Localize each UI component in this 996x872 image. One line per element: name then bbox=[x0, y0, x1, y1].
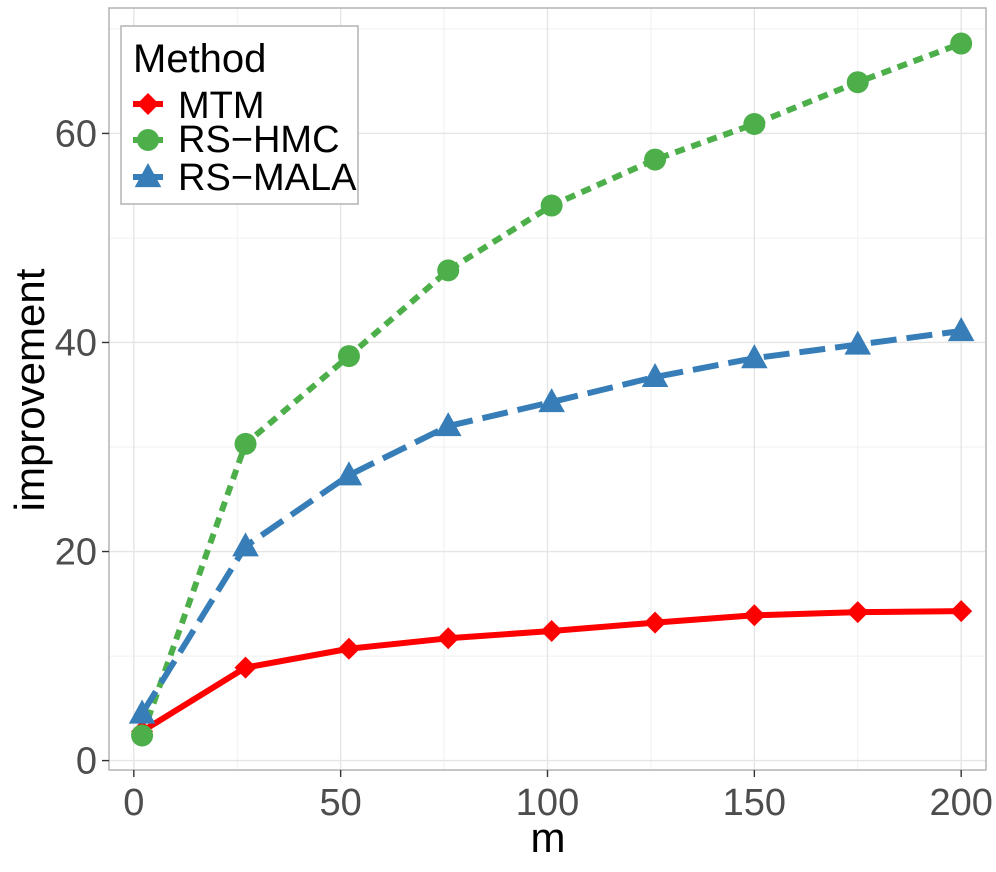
data-point-rs-hmc bbox=[437, 259, 460, 282]
data-point-rs-mala bbox=[741, 344, 768, 369]
y-tick-label: 60 bbox=[55, 113, 97, 155]
axis-ticks bbox=[102, 132, 962, 777]
legend-label-mtm: MTM bbox=[178, 85, 265, 127]
data-point-rs-hmc bbox=[540, 194, 563, 217]
data-point-mtm bbox=[950, 600, 973, 623]
data-point-mtm bbox=[846, 601, 869, 624]
data-point-mtm bbox=[644, 611, 667, 634]
data-point-rs-hmc bbox=[337, 345, 360, 368]
data-point-rs-mala bbox=[335, 461, 363, 486]
legend-keys bbox=[133, 93, 163, 188]
x-tick-label: 0 bbox=[123, 782, 144, 824]
data-point-rs-mala bbox=[844, 330, 872, 355]
data-point-rs-hmc bbox=[846, 71, 869, 94]
data-point-mtm bbox=[743, 604, 766, 627]
legend-key-marker-rs-hmc bbox=[137, 129, 159, 151]
data-point-rs-mala bbox=[538, 388, 565, 413]
data-point-rs-hmc bbox=[743, 113, 766, 136]
x-tick-label: 100 bbox=[516, 782, 579, 824]
series-rs-hmc bbox=[131, 32, 973, 747]
legend-label-rs-hmc: RS−HMC bbox=[178, 119, 340, 161]
axis-tick-labels: 0 50 100 150 200 0 20 40 60 bbox=[55, 113, 993, 824]
x-tick-label: 50 bbox=[320, 782, 362, 824]
series-line-rs-mala bbox=[139, 328, 962, 716]
data-point-rs-mala bbox=[641, 362, 669, 388]
data-point-rs-hmc bbox=[234, 432, 257, 455]
data-point-mtm bbox=[234, 656, 257, 679]
legend-key-marker-rs-mala bbox=[134, 163, 162, 188]
data-point-rs-mala bbox=[128, 699, 156, 724]
y-tick-label: 20 bbox=[55, 532, 97, 574]
series-rs-mala bbox=[128, 316, 975, 724]
x-tick-label: 150 bbox=[723, 782, 786, 824]
y-tick-label: 0 bbox=[76, 741, 97, 783]
y-tick-label: 40 bbox=[55, 322, 97, 364]
data-point-mtm bbox=[337, 637, 360, 660]
series-mtm bbox=[131, 600, 973, 743]
data-point-mtm bbox=[437, 627, 460, 650]
data-point-rs-mala bbox=[434, 412, 462, 437]
data-point-rs-hmc bbox=[644, 148, 667, 171]
data-point-rs-mala bbox=[232, 532, 259, 557]
legend: Method MTM RS−HMC RS−MALA bbox=[120, 25, 359, 205]
data-point-mtm bbox=[540, 619, 563, 642]
y-axis-title: improvement bbox=[6, 268, 53, 511]
x-axis-title: m bbox=[531, 814, 566, 861]
data-point-rs-hmc bbox=[131, 724, 154, 747]
x-tick-label: 200 bbox=[929, 782, 992, 824]
data-point-rs-hmc bbox=[950, 32, 973, 55]
legend-title: Method bbox=[133, 37, 266, 81]
data-point-rs-mala bbox=[947, 316, 975, 342]
series-layer bbox=[128, 32, 975, 747]
legend-label-rs-mala: RS−MALA bbox=[178, 157, 357, 199]
legend-key-marker-mtm bbox=[137, 93, 159, 115]
